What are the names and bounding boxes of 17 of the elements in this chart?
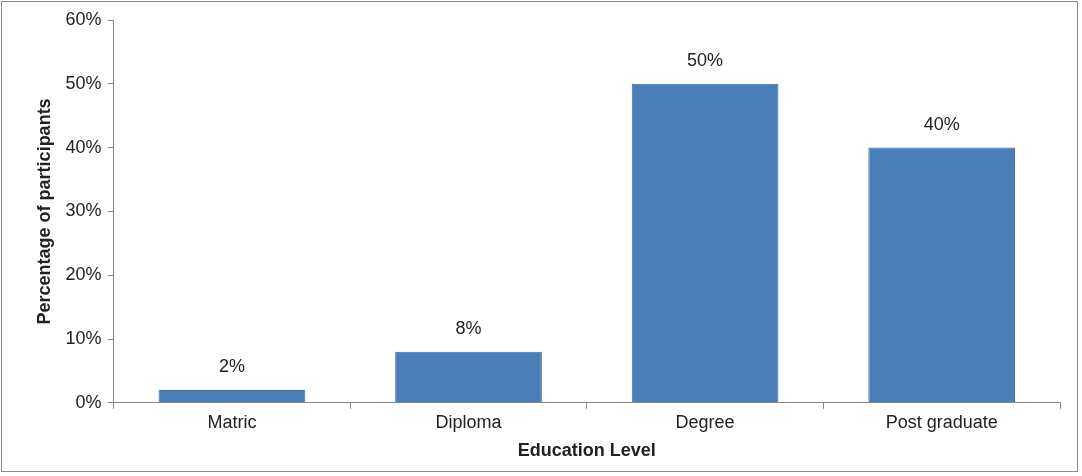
y-tick-label: 10% [65, 327, 102, 348]
data-label: 8% [455, 317, 482, 338]
data-label: 2% [218, 356, 245, 377]
y-tick-label: 0% [75, 391, 102, 412]
data-label: 50% [687, 49, 724, 70]
x-tick-label: Diploma [435, 411, 503, 432]
y-tick-label: 50% [65, 72, 102, 93]
y-axis-title: Percentage of participants [33, 98, 54, 325]
y-tick-label: 40% [65, 136, 102, 157]
data-label: 40% [923, 113, 960, 134]
y-tick-label: 20% [65, 264, 102, 285]
x-tick-label: Degree [675, 411, 735, 432]
y-tick-label: 30% [65, 200, 102, 221]
x-tick-label: Matric [207, 411, 257, 432]
y-tick-label: 60% [65, 8, 102, 29]
x-tick-label: Post graduate [885, 411, 998, 432]
x-axis-title: Education Level [517, 440, 656, 461]
